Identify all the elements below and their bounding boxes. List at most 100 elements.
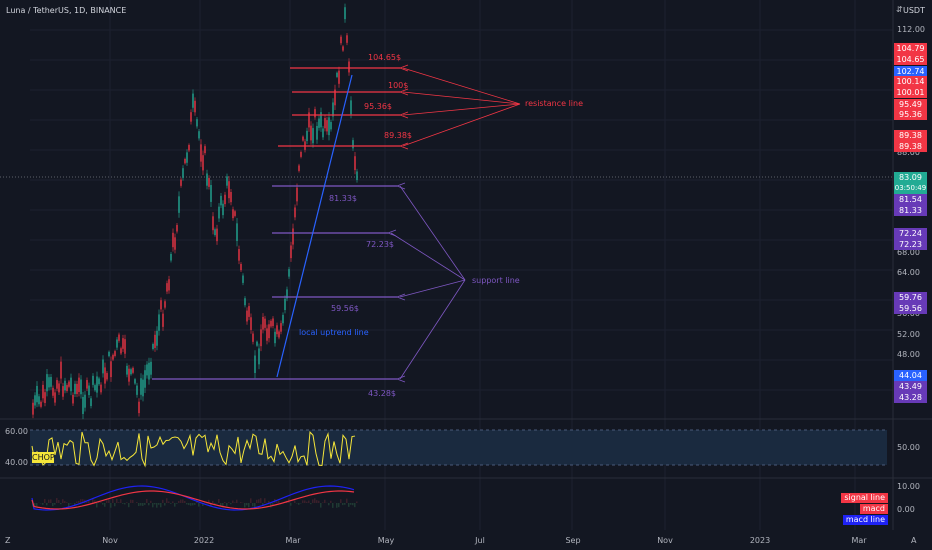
drawing-lines <box>152 64 521 383</box>
candle-body <box>188 144 190 151</box>
candle-body <box>288 269 290 277</box>
macd-histogram-bar <box>192 503 194 506</box>
macd-histogram-bar <box>50 499 52 503</box>
price-axis-label: 64.00 <box>897 268 920 277</box>
time-axis-label: Mar <box>851 536 867 545</box>
time-axis-label: Nov <box>102 536 118 545</box>
resistance-line-label: resistance line <box>525 99 584 108</box>
candle-body <box>134 379 136 384</box>
macd-histogram-bar <box>92 498 94 503</box>
resistance-price-label: 104.65$ <box>368 53 402 62</box>
candle-body <box>220 195 222 206</box>
macd-histogram-bar <box>56 498 58 503</box>
candle-body <box>92 375 94 385</box>
macd-histogram-bar <box>174 503 176 507</box>
arrow-head <box>398 111 409 119</box>
candle-body <box>98 378 100 385</box>
macd-histogram-bar <box>70 503 72 504</box>
macd-histogram-bar <box>262 503 264 506</box>
macd-histogram-bar <box>78 500 80 503</box>
candle-body <box>314 109 316 118</box>
macd-histogram-bar <box>224 502 226 503</box>
candle-body <box>326 120 328 132</box>
candle-body <box>102 359 104 374</box>
macd-histogram-bar <box>112 498 114 503</box>
candle-body <box>106 373 108 380</box>
macd-histogram-bar <box>104 503 106 507</box>
candle-body <box>236 223 238 242</box>
time-axis-label: 2022 <box>193 536 215 545</box>
arrow-head <box>395 182 406 190</box>
candle-body <box>340 36 342 44</box>
candle-body <box>302 136 304 141</box>
candle-body <box>262 316 264 330</box>
macd-histogram-bar <box>310 503 312 505</box>
macd-histogram-bar <box>328 503 330 506</box>
candle-body <box>162 313 164 327</box>
resistance-price-label: 100$ <box>388 81 409 90</box>
goto-date-icon[interactable]: Z <box>5 536 11 545</box>
candle-body <box>306 130 308 142</box>
grid-lines <box>0 0 932 530</box>
candle-body <box>278 331 280 338</box>
candle-body <box>88 385 90 396</box>
macd-histogram-bar <box>58 500 60 503</box>
candle-body <box>144 370 146 388</box>
macd-histogram-bar <box>118 502 120 503</box>
price-tag: 59.76 <box>894 292 927 303</box>
candle-body <box>146 364 148 376</box>
price-tag: 43.49 <box>894 381 927 392</box>
candle-body <box>254 355 256 373</box>
macd-histogram-bar <box>264 498 266 503</box>
macd-histogram-bar <box>308 500 310 503</box>
macd-histogram-bar <box>154 503 156 505</box>
macd-histogram-bar <box>322 502 324 503</box>
macd-histogram-bar <box>352 503 354 506</box>
macd-histogram-bar <box>302 500 304 503</box>
candle-body <box>290 245 292 259</box>
macd-histogram-bar <box>62 499 64 503</box>
price-tag: 43.28 <box>894 392 927 403</box>
candle-body <box>260 329 262 347</box>
macd-histogram-bar <box>260 498 262 503</box>
currency-menu-icon[interactable]: ⇵ <box>896 5 903 14</box>
macd-histogram-bar <box>94 500 96 503</box>
support-price-label: 72.23$ <box>366 240 394 249</box>
candle-body <box>124 339 126 354</box>
candle-body <box>140 378 142 395</box>
candle-body <box>60 361 62 379</box>
macd-indicator <box>31 485 358 511</box>
auto-scale-button[interactable]: A <box>911 536 917 545</box>
macd-histogram-bar <box>98 501 100 503</box>
chop-band <box>30 430 887 465</box>
candle-body <box>62 386 64 397</box>
macd-histogram-bar <box>206 503 208 504</box>
macd-histogram-bar <box>276 501 278 503</box>
currency-label[interactable]: USDT <box>903 6 925 15</box>
candle-body <box>286 289 288 299</box>
time-axis-label: May <box>377 536 395 545</box>
candle-body <box>54 392 56 403</box>
macd-histogram-bar <box>208 499 210 503</box>
arrow-head <box>398 88 409 96</box>
macd-histogram-bar <box>142 503 144 506</box>
arrow-head <box>395 375 406 383</box>
macd-histogram-bar <box>188 503 190 506</box>
price-axis-label: 68.00 <box>897 248 920 257</box>
symbol-title[interactable]: Luna / TetherUS, 1D, BINANCE <box>6 6 127 15</box>
time-axis-label: Mar <box>285 536 301 545</box>
candle-body <box>154 334 156 348</box>
macd-histogram-bar <box>110 503 112 508</box>
candle-body <box>110 361 112 378</box>
price-tag: 83.09 <box>894 172 927 183</box>
candle-body <box>242 275 244 283</box>
support-arrow <box>399 279 466 298</box>
candle-body <box>336 72 338 77</box>
macd-histogram-bar <box>330 500 332 503</box>
macd-histogram-bar <box>178 500 180 503</box>
time-axis-label: Nov <box>657 536 673 545</box>
macd-histogram-bar <box>160 503 162 508</box>
macd-legend-item: macd <box>859 504 888 514</box>
candle-body <box>354 156 356 171</box>
